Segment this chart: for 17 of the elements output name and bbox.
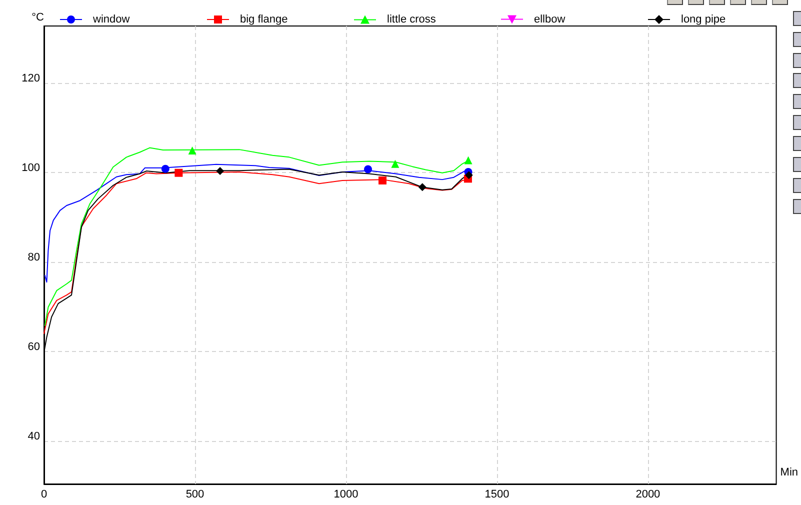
y-tick-label: 40: [28, 430, 40, 443]
x-axis-title: Min: [780, 466, 798, 478]
y-axis-title: °C: [32, 12, 44, 24]
legend-label: ellbow: [534, 14, 566, 26]
y-tick-label: 120: [22, 72, 40, 84]
x-tick-label: 2000: [636, 488, 660, 500]
x-tick-label: 1000: [334, 488, 358, 500]
y-tick-label: 60: [28, 340, 40, 353]
legend-label: little cross: [387, 14, 436, 26]
x-tick-label: 500: [186, 488, 204, 500]
y-tick-label: 100: [22, 162, 40, 174]
legend-label: window: [92, 14, 130, 26]
x-tick-label: 0: [40, 488, 48, 500]
legend-label: big flange: [240, 14, 288, 26]
legend-label: long pipe: [681, 14, 726, 26]
x-tick-label: 1500: [484, 488, 510, 500]
y-tick-label: 80: [28, 251, 40, 264]
